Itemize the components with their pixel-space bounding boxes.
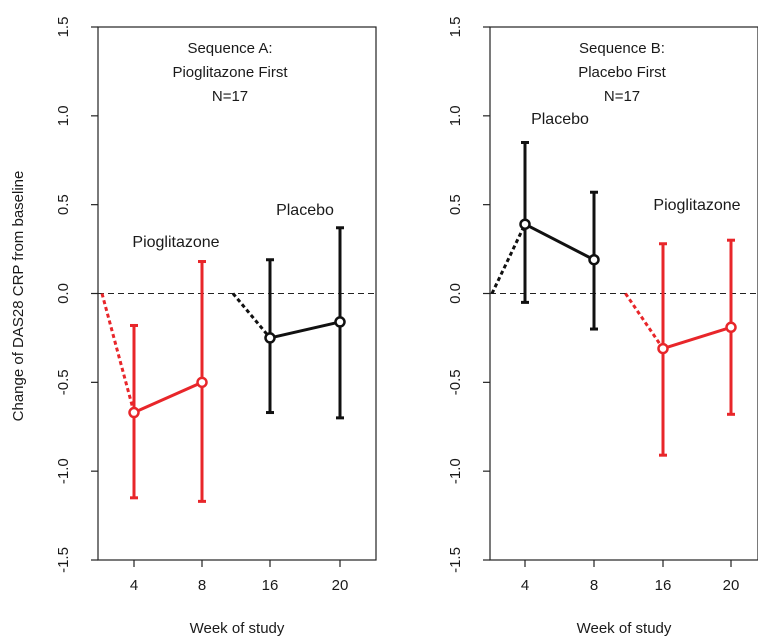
panel-title-line: Sequence A: xyxy=(187,40,272,57)
x-tick-label: 8 xyxy=(590,577,598,594)
pioglitazone-mean-line xyxy=(133,380,203,414)
x-axis-title: Week of study xyxy=(577,620,672,637)
placebo-series-label: Placebo xyxy=(276,202,334,219)
pioglitazone-series-label: Pioglitazone xyxy=(132,234,219,251)
panel-title-line: Pioglitazone First xyxy=(172,64,288,81)
y-tick-label: 1.5 xyxy=(447,17,464,38)
pioglitazone-baseline-connector xyxy=(100,293,136,413)
x-tick-label: 20 xyxy=(723,577,740,594)
pioglitazone-mean-point xyxy=(725,321,737,334)
x-tick-label: 16 xyxy=(262,577,279,594)
placebo-mean-point xyxy=(264,332,276,344)
y-tick-label: 1.0 xyxy=(447,105,464,126)
y-tick-label: -1.5 xyxy=(447,547,464,573)
y-tick-label: -1.5 xyxy=(55,547,72,573)
pioglitazone-mean-line xyxy=(662,325,732,351)
y-tick-label: -1.0 xyxy=(447,458,464,484)
panel-sequence-a: -1.5 -1.0 -0.5 0.0 0.5 1.0 1.5 4 8 16 20 Week of st… xyxy=(55,17,377,637)
y-tick-label: 1.5 xyxy=(55,17,72,38)
x-tick-label: 4 xyxy=(521,577,529,594)
y-tick-label: 0.5 xyxy=(447,194,464,215)
y-tick-label: 1.0 xyxy=(55,105,72,126)
panel-title-line: Placebo First xyxy=(578,64,666,81)
pioglitazone-mean-point xyxy=(657,342,669,355)
x-axis-title: Week of study xyxy=(190,620,285,637)
placebo-mean-line xyxy=(269,320,341,340)
x-tick-label: 16 xyxy=(655,577,672,594)
pioglitazone-mean-point xyxy=(196,376,208,389)
y-tick-label: -1.0 xyxy=(55,458,72,484)
x-tick-label: 8 xyxy=(198,577,206,594)
y-axis-title: Change of DAS28 CRP from baseline xyxy=(10,171,27,422)
placebo-mean-line xyxy=(524,222,595,262)
x-tick-label: 20 xyxy=(332,577,349,594)
pioglitazone-mean-point xyxy=(128,406,140,419)
panel-title-line: N=17 xyxy=(604,88,640,105)
panel-title-line: N=17 xyxy=(212,88,248,105)
y-tick-label: 0.5 xyxy=(55,194,72,215)
placebo-mean-point xyxy=(519,218,531,230)
panel-title-line: Sequence B: xyxy=(579,40,665,57)
x-tick-label: 4 xyxy=(130,577,138,594)
placebo-series-label: Placebo xyxy=(531,111,589,128)
placebo-baseline-connector xyxy=(231,292,272,339)
placebo-mean-point xyxy=(334,316,346,328)
panel-sequence-b: -1.5 -1.0 -0.5 0.0 0.5 1.0 1.5 4 8 16 20 Week of st… xyxy=(447,17,758,637)
y-tick-label: -0.5 xyxy=(55,369,72,395)
pioglitazone-series-label: Pioglitazone xyxy=(653,197,740,214)
placebo-baseline-connector xyxy=(490,223,527,295)
y-tick-label: -0.5 xyxy=(447,369,464,395)
y-tick-label: 0.0 xyxy=(55,283,72,304)
y-tick-label: 0.0 xyxy=(447,283,464,304)
pioglitazone-baseline-connector xyxy=(624,292,665,350)
placebo-mean-point xyxy=(588,253,600,266)
